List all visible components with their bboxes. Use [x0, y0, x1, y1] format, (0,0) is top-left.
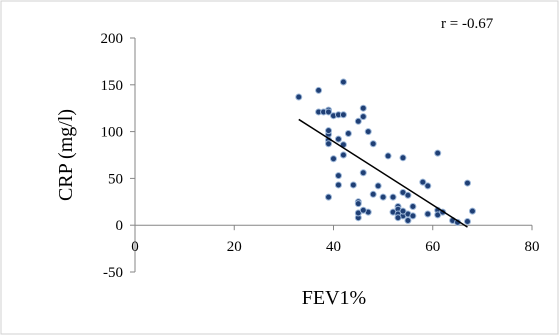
data-point [359, 206, 367, 214]
y-tick-label: 50 [108, 171, 123, 187]
data-point [379, 193, 387, 201]
data-point [434, 149, 442, 157]
data-point [374, 182, 382, 190]
data-point [419, 178, 427, 186]
data-point [369, 190, 377, 198]
x-tick-label: 40 [326, 239, 341, 255]
data-point [463, 217, 471, 225]
data-point [339, 111, 347, 119]
data-point [394, 214, 402, 222]
y-tick-label: -50 [103, 265, 123, 281]
data-point [369, 140, 377, 148]
x-tick-label: 60 [425, 239, 440, 255]
data-point [349, 181, 357, 189]
data-point [389, 193, 397, 201]
data-point [325, 108, 333, 116]
data-point [359, 169, 367, 177]
data-point [404, 217, 412, 225]
data-point [468, 207, 476, 215]
data-points [295, 78, 476, 226]
data-point [399, 207, 407, 215]
data-point [339, 151, 347, 159]
axis-ticks: 0 20 40 60 80 -50 0 50 100 150 200 [101, 31, 540, 281]
y-tick-label: 150 [101, 78, 124, 94]
data-point [463, 179, 471, 187]
data-point [330, 155, 337, 163]
data-point [334, 135, 342, 143]
data-point [315, 86, 323, 94]
x-tick-label: 20 [227, 239, 242, 255]
data-point [325, 127, 333, 135]
data-point [409, 212, 417, 220]
data-point [404, 191, 412, 199]
x-tick-label: 0 [131, 239, 139, 255]
data-point [359, 104, 367, 112]
data-point [354, 117, 362, 125]
data-point [325, 193, 333, 201]
data-point [325, 140, 333, 148]
y-axis-title: CRP (mg/l) [55, 109, 77, 201]
y-tick-label: 100 [101, 125, 124, 141]
y-tick-label: 200 [101, 31, 124, 47]
y-tick-label: 0 [116, 218, 124, 234]
data-point [334, 181, 342, 189]
data-point [339, 78, 347, 86]
data-point [295, 93, 303, 101]
x-axis-title: FEV1% [302, 287, 366, 309]
data-point [334, 172, 342, 180]
data-point [384, 152, 392, 160]
data-point [364, 128, 372, 136]
data-point [424, 182, 432, 190]
data-point [409, 202, 417, 210]
data-point [359, 113, 367, 121]
correlation-annotation: r = -0.67 [441, 16, 494, 32]
trendline [298, 118, 468, 228]
data-point [344, 129, 352, 137]
data-point [424, 210, 432, 218]
x-tick-label: 80 [525, 239, 540, 255]
data-point [354, 200, 362, 208]
data-point [399, 154, 407, 162]
